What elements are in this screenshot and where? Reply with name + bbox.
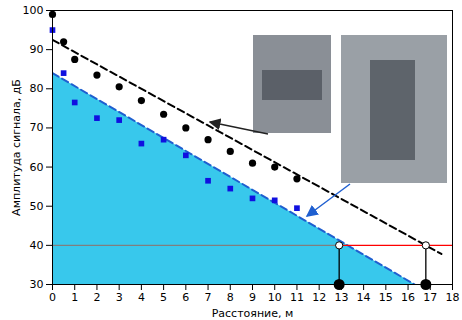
svg-text:60: 60 bbox=[30, 161, 44, 174]
svg-text:1: 1 bbox=[71, 291, 78, 304]
svg-text:5: 5 bbox=[160, 291, 167, 304]
svg-text:40: 40 bbox=[30, 239, 44, 252]
svg-text:4: 4 bbox=[138, 291, 145, 304]
svg-text:30: 30 bbox=[30, 278, 44, 291]
svg-text:90: 90 bbox=[30, 43, 44, 56]
svg-text:7: 7 bbox=[205, 291, 212, 304]
svg-text:80: 80 bbox=[30, 82, 44, 95]
svg-text:Расстояние, м: Расстояние, м bbox=[212, 307, 294, 320]
svg-text:9: 9 bbox=[249, 291, 256, 304]
svg-text:13: 13 bbox=[334, 291, 348, 304]
svg-text:8: 8 bbox=[227, 291, 234, 304]
svg-text:18: 18 bbox=[446, 291, 460, 304]
svg-text:70: 70 bbox=[30, 121, 44, 134]
svg-text:14: 14 bbox=[357, 291, 371, 304]
svg-text:17: 17 bbox=[423, 291, 437, 304]
svg-text:Амплитуда сигнала, дБ: Амплитуда сигнала, дБ bbox=[10, 79, 23, 216]
svg-text:3: 3 bbox=[116, 291, 123, 304]
svg-text:11: 11 bbox=[290, 291, 304, 304]
svg-text:50: 50 bbox=[30, 200, 44, 213]
svg-text:10: 10 bbox=[268, 291, 282, 304]
svg-text:6: 6 bbox=[182, 291, 189, 304]
svg-text:16: 16 bbox=[401, 291, 415, 304]
svg-text:0: 0 bbox=[49, 291, 56, 304]
svg-text:2: 2 bbox=[93, 291, 100, 304]
svg-text:100: 100 bbox=[23, 4, 44, 17]
svg-text:12: 12 bbox=[312, 291, 326, 304]
svg-text:15: 15 bbox=[379, 291, 393, 304]
